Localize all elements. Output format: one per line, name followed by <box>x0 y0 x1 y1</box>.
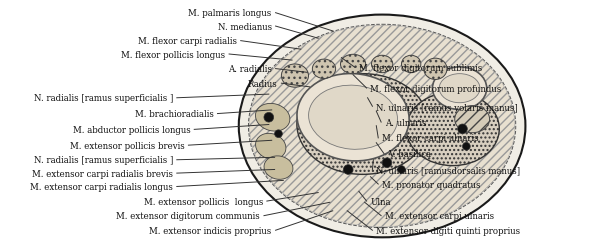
Ellipse shape <box>424 59 447 80</box>
Text: M. flexor digitorum profundus: M. flexor digitorum profundus <box>370 84 502 93</box>
Text: M. flexor digitorum sublimis: M. flexor digitorum sublimis <box>359 64 482 72</box>
Ellipse shape <box>239 16 526 237</box>
Ellipse shape <box>250 26 515 227</box>
Ellipse shape <box>281 65 308 88</box>
Circle shape <box>458 124 467 134</box>
Text: M. flexor carpi radialis: M. flexor carpi radialis <box>138 37 237 46</box>
Ellipse shape <box>439 74 480 103</box>
Ellipse shape <box>256 104 290 132</box>
Text: Ulna: Ulna <box>370 197 391 206</box>
Ellipse shape <box>297 74 428 175</box>
Ellipse shape <box>313 60 335 79</box>
Text: M. abductor pollicis longus: M. abductor pollicis longus <box>73 125 190 134</box>
Text: N. ulnaris [ramusdorsalis manus]: N. ulnaris [ramusdorsalis manus] <box>376 165 520 174</box>
Circle shape <box>343 165 353 175</box>
Text: M. extensor indicis proprius: M. extensor indicis proprius <box>149 226 272 235</box>
Ellipse shape <box>297 74 409 161</box>
Text: N. ulnaris [ramus volaris manus]: N. ulnaris [ramus volaris manus] <box>376 102 518 111</box>
Text: M. flexor pollicis longus: M. flexor pollicis longus <box>121 50 225 59</box>
Ellipse shape <box>455 106 490 133</box>
Text: N. medianus: N. medianus <box>218 22 272 32</box>
Text: A. ulnaris: A. ulnaris <box>385 118 427 127</box>
Ellipse shape <box>308 86 398 150</box>
Ellipse shape <box>264 156 293 180</box>
Text: M. extensor carpi ulnaris: M. extensor carpi ulnaris <box>385 211 494 220</box>
Circle shape <box>463 143 470 150</box>
Text: M. flexor carpi ulnaris: M. flexor carpi ulnaris <box>382 134 479 143</box>
Ellipse shape <box>401 56 421 74</box>
Text: M. extensor digiti quinti proprius: M. extensor digiti quinti proprius <box>376 226 520 235</box>
Ellipse shape <box>433 68 487 110</box>
Circle shape <box>264 113 274 122</box>
Circle shape <box>398 166 406 174</box>
Ellipse shape <box>256 134 286 160</box>
Circle shape <box>382 158 392 168</box>
Text: N. radialis [ramus superficialis ]: N. radialis [ramus superficialis ] <box>34 156 173 164</box>
Text: M. extensor carpi radialis brevis: M. extensor carpi radialis brevis <box>32 169 173 178</box>
Ellipse shape <box>340 55 365 74</box>
Text: M. palmaris longus: M. palmaris longus <box>188 9 272 18</box>
Ellipse shape <box>371 56 393 74</box>
Circle shape <box>275 130 283 138</box>
Ellipse shape <box>406 93 499 166</box>
Text: M. pronator quadratus: M. pronator quadratus <box>382 180 481 189</box>
Text: N. radialis [ramus superficialis ]: N. radialis [ramus superficialis ] <box>34 94 173 103</box>
Text: M. brachioradialis: M. brachioradialis <box>135 110 214 118</box>
Text: M. extensor pollicis brevis: M. extensor pollicis brevis <box>70 141 185 150</box>
Text: M. extensor digitorum communis: M. extensor digitorum communis <box>116 211 260 220</box>
Text: A. radialis: A. radialis <box>228 65 272 74</box>
Text: M. extensor pollicis  longus: M. extensor pollicis longus <box>143 197 263 206</box>
Text: M. extensor carpi radialis longus: M. extensor carpi radialis longus <box>30 182 173 191</box>
Text: V. basilica: V. basilica <box>388 150 431 158</box>
Text: Radius: Radius <box>248 79 278 88</box>
